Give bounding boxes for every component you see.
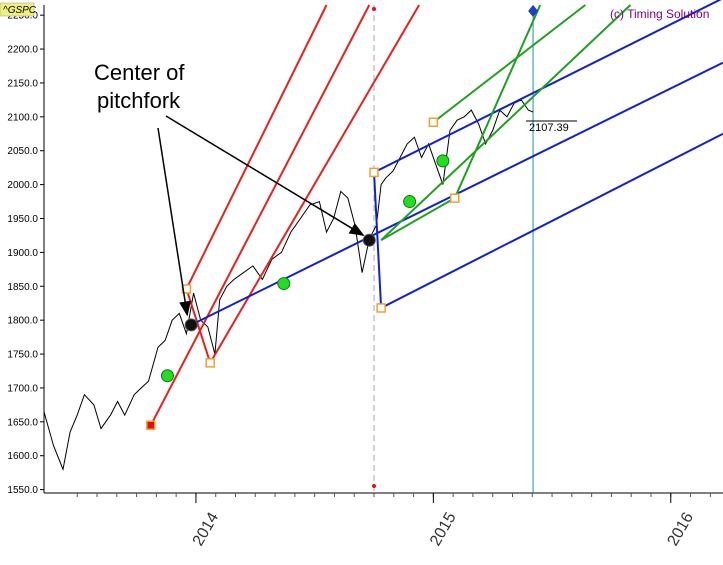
y-tick-label: 2000.0	[7, 180, 38, 191]
green-pitchfork-median-line	[432, 4, 586, 124]
y-tick-label: 1800.0	[7, 316, 38, 327]
copyright-label: (c) Timing Solution	[610, 7, 709, 21]
green-pitchfork-lower-line	[380, 4, 632, 241]
y-tick-label: 2150.0	[7, 78, 38, 89]
green-marker	[160, 369, 174, 383]
pivot-marker	[376, 303, 386, 313]
x-tick-label: 2016	[665, 510, 698, 549]
cursor-diamond	[528, 5, 539, 17]
y-tick-label: 1900.0	[7, 248, 38, 259]
y-tick-label: 2100.0	[7, 112, 38, 123]
y-tick-label: 1600.0	[7, 451, 38, 462]
green-pitchfork-upper-line	[453, 4, 542, 199]
annotation-arrow-1	[157, 127, 192, 317]
green-marker	[277, 277, 291, 291]
price-series-line	[43, 99, 534, 472]
y-tick-label: 2200.0	[7, 45, 38, 56]
annotation-line-1: Center of	[94, 60, 185, 85]
pivot-marker	[449, 193, 460, 203]
y-tick-label: 1650.0	[7, 417, 38, 428]
annotation: Center of pitchfork	[94, 60, 185, 113]
pivot-marker	[146, 420, 156, 430]
vertical-line-top-dot	[372, 7, 377, 11]
green-marker	[403, 195, 417, 209]
red-pitchfork-upper-line	[185, 4, 328, 290]
y-tick-label: 1850.0	[7, 282, 38, 293]
symbol-label: ^GSPC	[3, 5, 37, 16]
vertical-line-bottom-dot	[372, 484, 377, 488]
blue-pitchfork-upper-line	[373, 0, 722, 174]
pitchfork-center-marker	[362, 233, 376, 247]
y-tick-label: 1700.0	[7, 383, 38, 394]
blue-pitchfork-base-line	[373, 172, 383, 309]
green-pitchfork-base-line	[380, 197, 456, 242]
pivot-marker	[205, 358, 215, 368]
green-marker	[436, 154, 450, 168]
annotation-arrow-2	[165, 115, 365, 236]
y-tick-label: 1950.0	[7, 214, 38, 225]
current-value-label: 2107.39	[529, 122, 569, 134]
x-tick-label: 2014	[190, 510, 223, 549]
pitchfork-center-marker	[184, 318, 198, 332]
y-tick-label: 1550.0	[7, 485, 38, 496]
y-tick-label: 1750.0	[7, 350, 38, 361]
blue-pitchfork-lower-line	[380, 132, 723, 309]
red-pitchfork-lower-line	[209, 4, 420, 364]
red-pitchfork-median-line	[149, 4, 371, 426]
symbol-badge	[0, 2, 35, 17]
pivot-marker	[428, 117, 439, 128]
annotation-line-2: pitchfork	[97, 88, 181, 113]
pivot-marker	[369, 167, 379, 178]
y-tick-label: 2050.0	[7, 146, 38, 157]
x-tick-label: 2015	[427, 510, 460, 549]
